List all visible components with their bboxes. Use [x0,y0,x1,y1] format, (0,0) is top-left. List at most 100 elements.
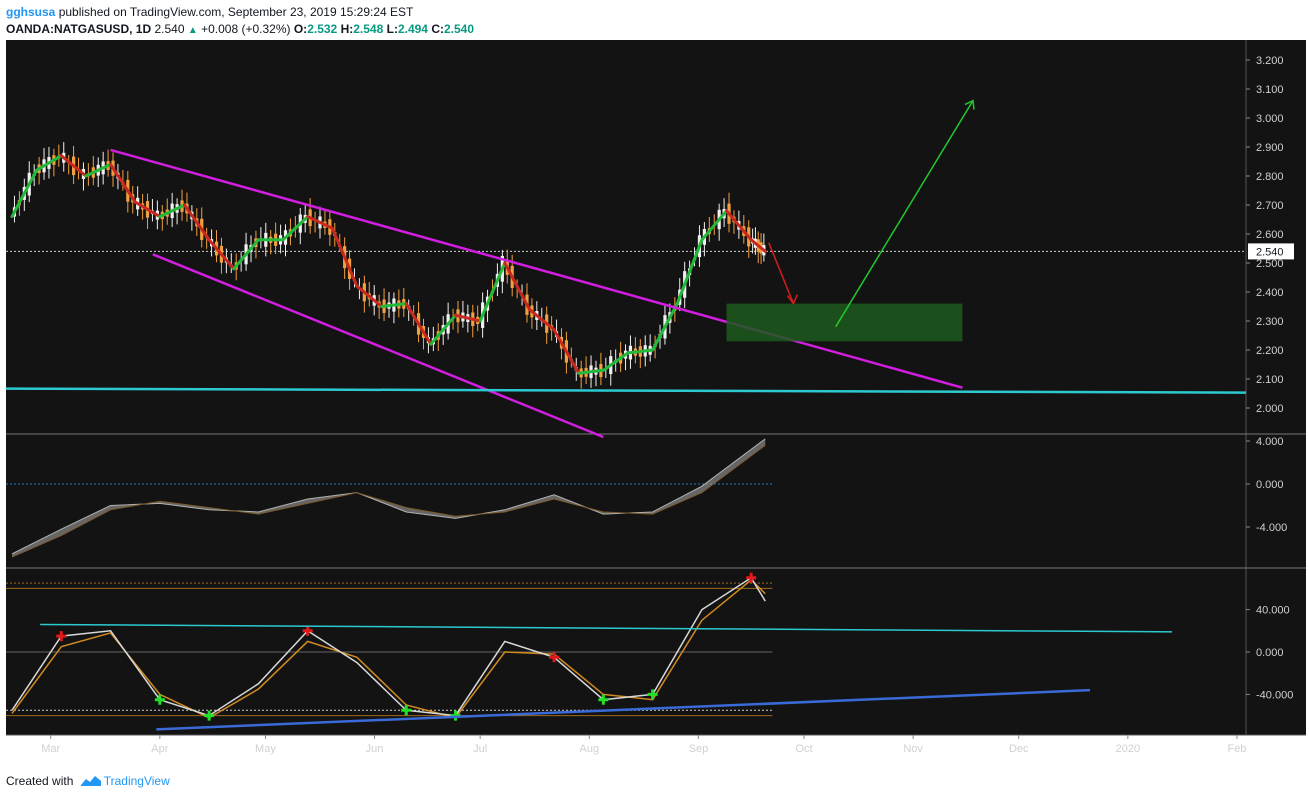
osc-tick-label: 0.000 [1256,479,1284,491]
axes: 3.200 3.100 3.000 2.900 2.800 2.700 2.600 2.500… [41,55,1294,755]
high-label: H: [340,22,354,36]
price-tick-label: 2.000 [1256,403,1284,415]
time-tick-label: Feb [1227,743,1246,755]
ema-segment [84,162,113,178]
ema-segment [577,368,605,375]
osc-tick-label: 4.000 [1256,436,1284,448]
price-tick-label: 2.500 [1256,258,1284,270]
stoch-slow-line [11,578,766,719]
time-tick-label: Nov [903,743,923,755]
ema-segment [552,328,581,375]
time-tick-label: Dec [1009,743,1029,755]
ema-segment [355,284,384,308]
ema-segment [626,348,655,355]
time-tick-label: Mar [41,743,60,755]
tradingview-link[interactable]: TradingView [103,774,170,788]
ema-segment [725,209,753,242]
time-tick-label: Jun [366,743,384,755]
symbol-name[interactable]: OANDA:NATGASUSD, 1D [6,22,152,36]
price-pane [6,142,1246,389]
ema-segment [59,154,88,178]
osc-tick-label: -4.000 [1256,522,1287,534]
tradingview-logo-icon [80,776,101,786]
time-tick-label: Jul [473,743,487,755]
price-tick-label: 2.200 [1256,345,1284,357]
price-tick-label: 3.200 [1256,55,1284,67]
chart-area[interactable]: 3.200 3.100 3.000 2.900 2.800 2.700 2.600 2.500… [0,40,1309,768]
time-tick-label: Aug [579,743,599,755]
time-tick-label: Oct [795,743,812,755]
time-tick-label: May [255,743,276,755]
stoch-tick-label: 40.000 [1256,605,1290,617]
ema-segment [601,351,630,372]
price-tick-label: 2.300 [1256,316,1284,328]
time-tick-label: Sep [689,743,709,755]
close-value: 2.540 [443,22,475,36]
stoch-tick-label: 0.000 [1256,647,1284,659]
signal-cross-marker [302,625,313,636]
signal-cross-marker [549,652,560,663]
ema-segment [182,203,211,242]
stochastic-pane [6,572,1173,731]
close-label: C: [431,22,444,36]
ema-segment [306,215,334,230]
footer: Created with TradingView [6,774,170,788]
up-triangle-icon: ▲ [187,25,198,36]
signal-cross-marker [154,694,165,705]
created-with-text: Created with [6,774,74,788]
last-price-tag [1248,243,1294,260]
stoch-tick-label: -40.000 [1256,689,1293,701]
ema-segment [35,154,63,172]
last-price: 2.540 [154,22,185,36]
ema-segment [207,238,236,271]
published-text: published on TradingView.com, September … [58,5,414,19]
signal-cross-marker [204,710,215,721]
ema-segment [158,203,186,219]
signal-cross-marker [647,689,658,700]
down-arrow-head [786,294,799,306]
price-tick-label: 2.100 [1256,374,1284,386]
support-line [5,387,1247,394]
ema-segment [133,200,162,219]
oscillator-pane [6,438,773,558]
price-tick-label: 3.100 [1256,84,1284,96]
signal-cross-marker [746,572,757,583]
down-arrow-line [768,242,795,304]
stoch-upper-trendline [40,623,1173,633]
author-link[interactable]: gghsusa [6,5,56,19]
ema-segment [478,261,507,323]
low-label: L: [386,22,398,36]
publish-line: gghsusa published on TradingView.com, Se… [6,5,413,19]
price-tick-label: 2.900 [1256,142,1284,154]
low-value: 2.494 [397,22,428,36]
signal-cross-marker [401,705,412,716]
price-tick-label: 2.800 [1256,171,1284,183]
osc-slow-line [11,444,766,558]
ema-segment [109,162,137,204]
open-label: O: [293,22,308,36]
annotations [5,99,1247,439]
signal-cross-marker [598,694,609,705]
channel-upper-line [110,148,963,389]
ema-segment [232,238,260,271]
chart-background [6,40,1246,735]
symbol-legend: OANDA:NATGASUSD, 1D 2.540 ▲ +0.008 (+0.3… [6,22,474,36]
ema-segment [503,261,531,311]
stoch-lower-trendline [156,688,1091,731]
open-value: 2.532 [307,22,338,36]
time-tick-label: 2020 [1116,743,1140,755]
ema-segment [749,238,767,253]
up-arrow-head [964,99,975,110]
ema-segment [10,168,39,219]
ema-segment [380,302,408,308]
target-zone [726,303,963,342]
price-tick-label: 2.600 [1256,229,1284,241]
price-tick-label: 2.700 [1256,200,1284,212]
up-arrow-line [835,100,974,328]
price-axis-background [1246,40,1306,735]
ema-segment [429,313,458,346]
ema-segment [675,238,704,306]
ema-segment [404,302,433,346]
price-tick-label: 3.000 [1256,113,1284,125]
ema-segment [454,313,482,323]
